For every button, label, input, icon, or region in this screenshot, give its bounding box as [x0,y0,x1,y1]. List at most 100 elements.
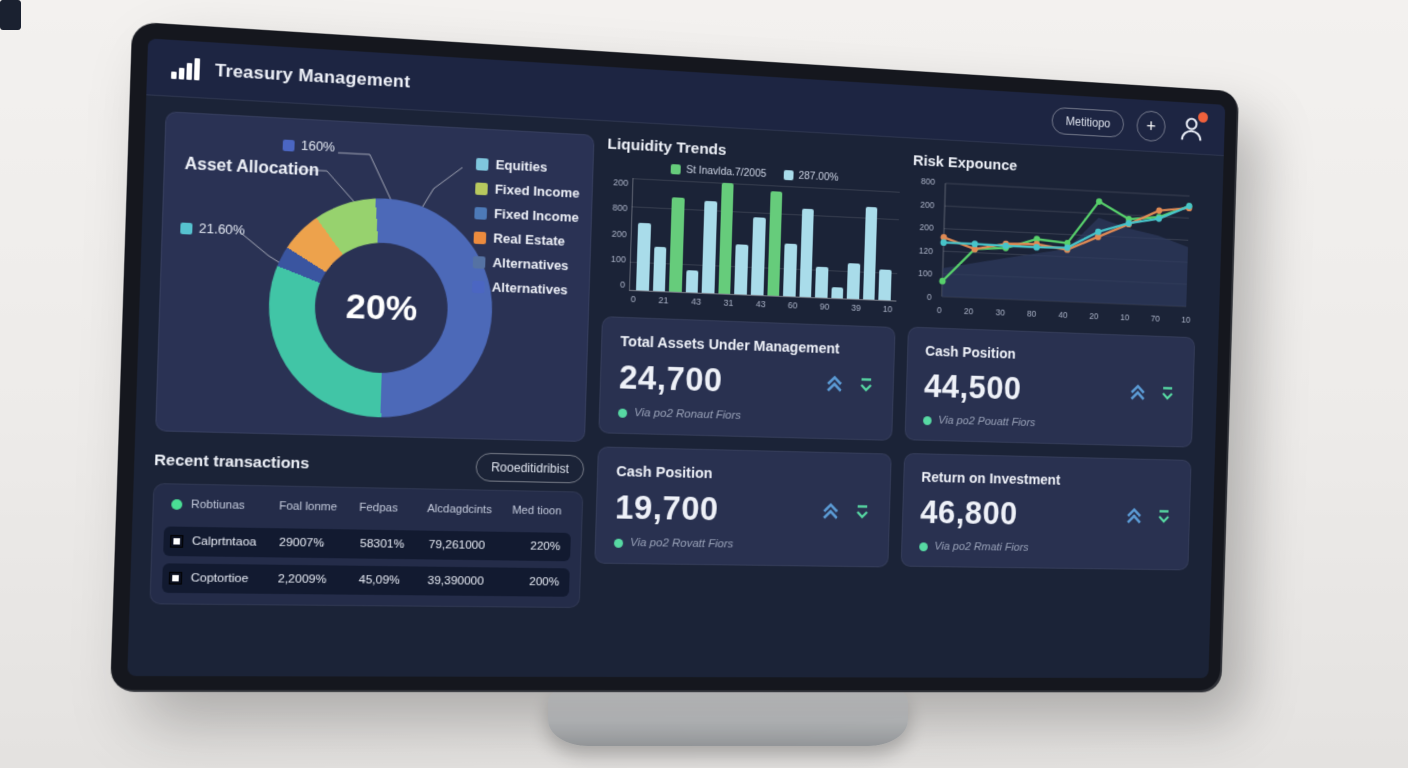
monitor: Treasury Management Metitiopo + [110,21,1239,693]
status-dot [919,541,928,551]
y-tick: 800 [920,176,936,187]
metric-card-total-assets: Total Assets Under Management 24,700 Via… [598,316,896,441]
legend-item: Fixed Income [475,180,580,201]
card-note: Via po2 Rmati Fiors [934,540,1029,554]
x-tick: 70 [1150,313,1160,324]
image-artifact [0,0,13,26]
legend-swatch [474,206,488,220]
legend-swatch [473,230,487,244]
bar [847,263,861,300]
chevron-down-icon [852,502,872,522]
risk-exposure-block: Risk Expounce 800 200 200 120 100 0 0 20 30 80 40… [908,152,1200,325]
card-value: 46,800 [919,493,1019,532]
legend-swatch [475,181,488,195]
callout-swatch [282,138,295,152]
metric-card-cash-position-1: Cash Position 44,500 Via po2 Pouatt Fior… [904,326,1196,448]
row-checkbox[interactable] [168,571,183,585]
x-tick: 21 [658,295,669,306]
notification-badge [1197,111,1209,123]
legend-item: 287.00% [783,169,839,184]
asset-allocation-donut-chart: 20% [265,193,496,421]
chevron-down-icon [1155,507,1174,526]
legend-item: Alternatives [472,254,578,274]
legend-item: Equities [475,156,581,177]
card-title: Cash Position [924,343,1016,363]
recent-transactions-section: Recent transactions Rooeditidribist Robt… [149,445,585,609]
user-profile-button[interactable] [1178,111,1209,143]
chevrons-up-icon [820,500,842,522]
liquidity-bar-chart [628,178,900,302]
add-button[interactable]: + [1136,109,1166,142]
x-tick: 20 [963,306,974,317]
y-tick: 100 [917,268,933,279]
column-header: Med tioon [511,504,562,518]
x-tick: 60 [787,300,798,311]
liquidity-trends-block: Liquidity Trends St Inavlda.7/2005 287.00… [602,135,901,314]
middle-column: Liquidity Trends St Inavlda.7/2005 287.00… [591,135,901,661]
x-tick: 30 [995,307,1006,318]
bar [799,208,814,298]
row-value: 79,261000 [428,538,486,552]
menu-button[interactable]: Metitiopo [1051,106,1125,138]
legend-swatch [472,255,486,269]
left-column: Asset Allocation 160% 21.60% 20% E [148,111,595,661]
monitor-stand-base [548,688,908,746]
column-header: Robtiunas [171,498,273,512]
donut-callout-label: 160% [282,137,335,155]
x-tick: 80 [1026,308,1037,319]
asset-allocation-title: Asset Allocation [184,155,320,180]
card-note: Via po2 Ronaut Fiors [633,406,742,422]
bar [669,196,685,292]
status-dot [171,499,183,510]
bar [685,269,699,293]
bar [815,267,829,298]
donut-hole: 20% [312,240,450,375]
column-header: Alcdagdcints [426,502,493,517]
y-tick: 0 [619,279,626,290]
bar [766,190,783,296]
bar [652,246,667,292]
transactions-table: Robtiunas Foal lonme Fedpas Alcdagdcints Med… [149,482,584,609]
card-title: Total Assets Under Management [620,333,840,358]
transactions-table-header: Robtiunas Foal lonme Fedpas Alcdagdcints Med… [164,494,572,526]
bar [783,243,797,297]
x-tick: 10 [1181,314,1191,325]
status-dot [613,538,624,548]
x-tick: 43 [691,296,702,307]
chevron-down-icon [1158,384,1177,404]
card-note: Via po2 Pouatt Fiors [938,414,1036,430]
x-tick: 0 [936,305,942,316]
donut-center-value: 20% [345,286,419,329]
bar [878,269,892,301]
y-tick: 120 [918,245,934,256]
card-note: Via po2 Rovatt Fiors [629,536,734,551]
transactions-filter-button[interactable]: Rooeditidribist [475,452,585,484]
x-tick: 20 [1089,311,1099,322]
table-row[interactable]: Calprtntaoa 29007% 58301% 79,261000 220% [163,526,571,562]
row-label: Calprtntaoa [169,534,273,549]
row-value: 45,09% [358,574,400,587]
legend-item: St Inavlda.7/2005 [670,163,767,180]
chevrons-up-icon [1127,382,1148,404]
y-tick: 200 [920,199,935,210]
y-tick: 200 [613,177,629,189]
row-value: 29007% [278,536,325,550]
asset-allocation-panel: Asset Allocation 160% 21.60% 20% E [155,111,595,443]
transactions-title: Recent transactions [153,450,310,473]
row-checkbox[interactable] [169,534,184,548]
legend-swatch [475,157,489,171]
legend-swatch [783,169,794,181]
x-tick: 10 [1120,312,1130,323]
column-header: Foal lonme [278,500,338,514]
x-tick: 43 [755,298,766,310]
bar [734,244,749,295]
bar [862,206,878,300]
status-dot [617,408,628,418]
bar [718,182,734,294]
row-value: 2,2009% [277,573,327,587]
transactions-table-body: Calprtntaoa 29007% 58301% 79,261000 220% Copt… [161,526,571,597]
chevrons-up-icon [824,373,846,395]
table-row[interactable]: Coptortioe 2,2009% 45,09% 39,390000 200% [161,563,570,597]
dashboard-screen: Treasury Management Metitiopo + [127,38,1226,679]
row-label: Coptortioe [168,571,272,586]
